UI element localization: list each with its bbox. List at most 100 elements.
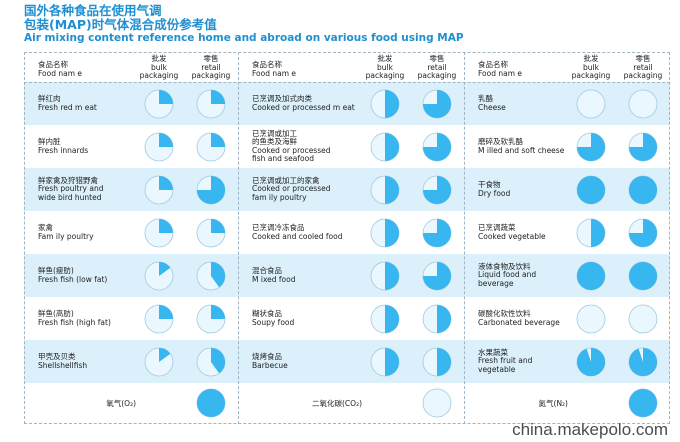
pie-slice	[159, 218, 173, 233]
text-line: 乳酪	[478, 94, 493, 103]
text-line: Cooked or processed	[252, 145, 331, 155]
retail-packaging-pie-svg	[628, 175, 658, 204]
food-item-label: 干食物 Dry food	[478, 180, 590, 198]
bulk-packaging-pie	[370, 304, 400, 334]
retail-packaging-pie	[628, 304, 658, 334]
bulk-packaging-pie	[370, 218, 400, 248]
text-line: fish and seafood	[252, 154, 314, 163]
text-line: Carbonated beverage	[478, 317, 560, 327]
gas-legend-label: 氧气(O₂)	[106, 399, 136, 408]
retail-packaging-pie-svg	[422, 261, 452, 290]
text-line: 甲壳及贝类	[38, 352, 76, 361]
retail-packaging-pie	[422, 89, 452, 119]
food-item-label: 磨碎及软乳酪 M illed and soft cheese	[478, 137, 590, 155]
text-line: 已烹调冷冻食品	[252, 223, 305, 232]
pie-slice	[385, 304, 399, 333]
retail-packaging-pie	[628, 261, 658, 291]
header-food-name: 食品名称 Food nam e	[252, 60, 296, 78]
text-line: 鲜家禽及狩猎野禽	[38, 175, 98, 185]
pie-slice	[385, 347, 399, 376]
text-line: packaging	[191, 71, 231, 80]
text-line: 磨碎及软乳酪	[478, 137, 523, 146]
text-line: fam ily poultry	[252, 192, 307, 202]
text-line: 已烹调蔬菜	[478, 223, 516, 232]
row-band	[24, 168, 670, 211]
pie-slice	[211, 218, 225, 233]
pie-slice	[423, 218, 451, 247]
pie-slice	[197, 175, 225, 204]
food-item-label: 鲜内脏 Fresh innards	[38, 137, 150, 155]
header-food-name-cn: 食品名称	[38, 60, 68, 69]
text-line: 鲜内脏	[38, 137, 61, 146]
food-item-label: 混合食品 M ixed food	[252, 266, 364, 284]
bulk-packaging-pie	[576, 347, 606, 377]
text-line: 碳酸化软性饮料	[478, 309, 531, 318]
retail-packaging-pie	[196, 89, 226, 119]
food-item-label: 糊状食品 Soupy food	[252, 309, 364, 327]
gas-legend-label: 二氧化碳(CO₂)	[312, 399, 362, 408]
text-line: 水果蔬菜	[478, 347, 508, 357]
retail-packaging-pie	[196, 175, 226, 205]
header-food-name-en: Food nam e	[478, 69, 523, 78]
row-band	[24, 340, 670, 383]
pie-slice	[629, 389, 657, 417]
bulk-packaging-pie	[144, 261, 174, 291]
bulk-packaging-pie-svg	[370, 261, 400, 290]
text-line: Cooked vegetable	[478, 231, 546, 241]
text-line: vegetable	[478, 364, 516, 374]
bulk-packaging-pie	[144, 89, 174, 119]
bulk-packaging-pie	[144, 132, 174, 162]
retail-packaging-pie	[628, 347, 658, 377]
retail-packaging-pie	[628, 218, 658, 248]
column-divider	[238, 52, 239, 424]
text-line: 液体食物及饮料	[478, 261, 531, 271]
bulk-packaging-pie	[576, 175, 606, 205]
text-line: Fresh innards	[38, 145, 89, 155]
bulk-packaging-pie	[370, 261, 400, 291]
retail-packaging-pie-svg	[628, 261, 658, 290]
pie-slice	[629, 132, 657, 161]
row-band	[24, 254, 670, 297]
retail-packaging-pie	[196, 304, 226, 334]
pie-slice	[591, 218, 605, 247]
pie-slice	[385, 261, 399, 290]
bulk-packaging-pie	[370, 89, 400, 119]
text-line: Fresh poultry and	[38, 184, 104, 194]
pie-slice	[197, 389, 225, 417]
header-retail: 零售 retail packaging	[415, 54, 459, 81]
retail-packaging-pie-svg	[628, 89, 658, 118]
retail-packaging-pie	[422, 304, 452, 334]
retail-packaging-pie	[422, 218, 452, 248]
retail-packaging-pie-svg	[628, 304, 658, 333]
retail-packaging-pie	[628, 175, 658, 205]
pie-slice	[211, 304, 225, 319]
bulk-packaging-pie-svg	[370, 347, 400, 376]
bulk-packaging-pie-svg	[576, 218, 606, 247]
food-item-label: 液体食物及饮料 Liquid food and beverage	[478, 261, 590, 289]
table-frame	[24, 52, 670, 424]
text-line: bulk	[151, 62, 167, 72]
pie-slice	[159, 89, 173, 104]
bulk-packaging-pie	[144, 218, 174, 248]
food-item-label: 鲜家禽及狩猎野禽 Fresh poultry and wide bird hunte…	[38, 175, 150, 203]
pie-slice	[211, 261, 226, 287]
header-food-name: 食品名称 Food nam e	[478, 60, 522, 78]
bulk-packaging-pie-svg	[370, 304, 400, 333]
text-line: packaging	[139, 71, 179, 80]
title-line-en: Air mixing content reference home and ab…	[24, 32, 464, 44]
retail-packaging-pie-svg	[422, 347, 452, 376]
gas-legend-label: 氮气(N₂)	[538, 399, 568, 408]
retail-packaging-pie-svg	[422, 132, 452, 161]
bulk-packaging-pie-svg	[576, 89, 606, 118]
text-line: 已烹调及加式肉类	[252, 94, 312, 103]
text-line: Fresh red m eat	[38, 102, 97, 112]
pie-slice	[159, 347, 171, 362]
bulk-packaging-pie-svg	[576, 175, 606, 204]
gas-legend-swatch-svg	[422, 388, 452, 418]
retail-packaging-pie-svg	[196, 89, 226, 118]
bulk-packaging-pie-svg	[370, 132, 400, 161]
retail-packaging-pie	[196, 261, 226, 291]
text-line: packaging	[365, 71, 405, 80]
text-line: 零售	[635, 54, 651, 63]
text-line: 的鱼类及海鲜	[252, 137, 297, 146]
